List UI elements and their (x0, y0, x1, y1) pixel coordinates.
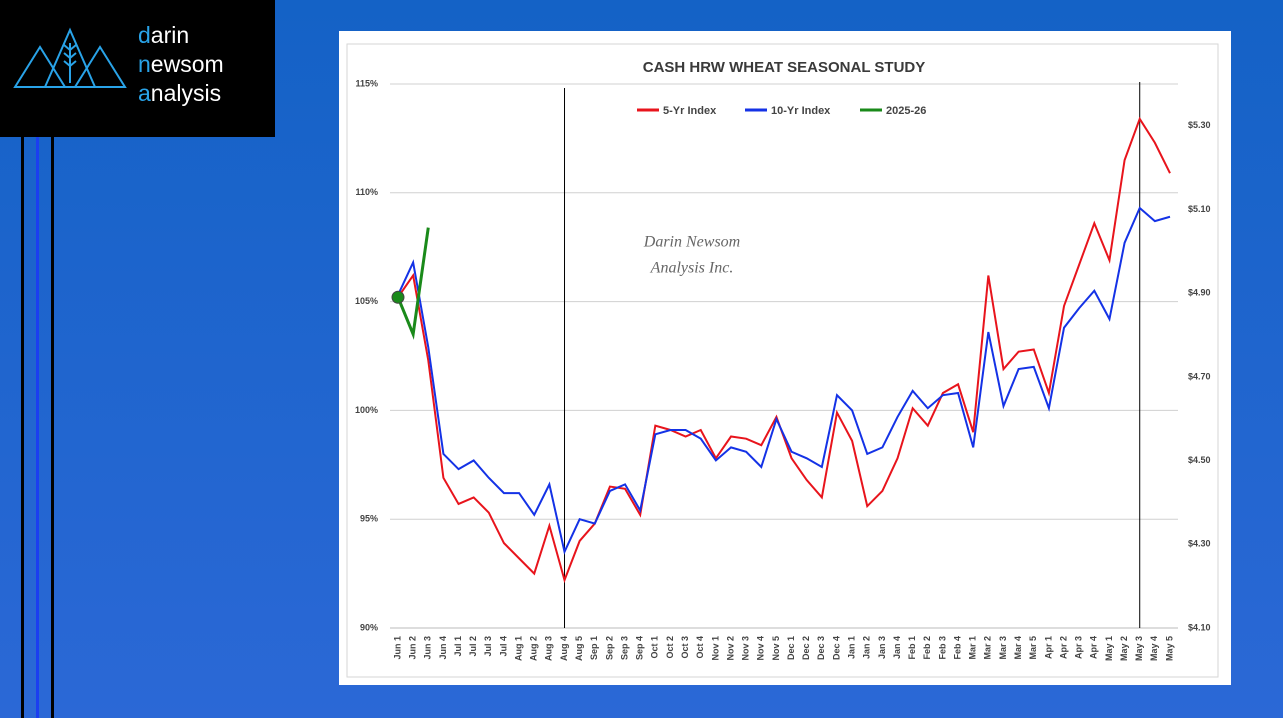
y-tick-label: 90% (360, 622, 378, 632)
y2-tick-label: $5.10 (1188, 204, 1211, 214)
y-tick-label: 100% (355, 405, 378, 415)
logo-icon (13, 27, 127, 88)
x-tick-label: Feb 2 (922, 636, 932, 660)
x-tick-label: Jun 2 (408, 636, 418, 660)
x-tick-label: Jan 4 (892, 636, 902, 659)
x-tick-label: May 2 (1119, 636, 1129, 661)
y-tick-label: 105% (355, 296, 378, 306)
x-tick-label: Apr 2 (1058, 636, 1068, 659)
x-tick-label: May 4 (1149, 636, 1159, 661)
series-line (396, 227, 430, 340)
x-tick-label: Mar 1 (968, 636, 978, 660)
x-tick-label: Sep 2 (604, 636, 614, 660)
x-tick-label: Nov 2 (725, 636, 735, 661)
x-tick-label: Mar 2 (983, 636, 993, 660)
x-tick-label: Aug 2 (529, 636, 539, 661)
x-tick-label: Jan 3 (877, 636, 887, 659)
chart-background (339, 31, 1231, 685)
x-tick-label: May 3 (1134, 636, 1144, 661)
y2-tick-label: $4.10 (1188, 622, 1211, 632)
y2-tick-label: $5.30 (1188, 120, 1211, 130)
point-marker (391, 290, 405, 304)
y-tick-label: 95% (360, 514, 378, 524)
y2-tick-label: $4.90 (1188, 288, 1211, 298)
logo-word: newsom (138, 51, 224, 77)
x-tick-label: Oct 1 (650, 636, 660, 659)
x-tick-label: Nov 5 (771, 636, 781, 661)
x-tick-label: Mar 5 (1028, 636, 1038, 660)
legend-label: 5-Yr Index (663, 105, 717, 117)
x-tick-label: Jul 4 (498, 636, 508, 657)
logo: darin newsom analysis (0, 0, 275, 137)
logo-word: darin (138, 22, 190, 48)
x-tick-label: Oct 4 (695, 636, 705, 659)
x-tick-label: Dec 2 (801, 636, 811, 660)
x-tick-label: Nov 3 (741, 636, 751, 661)
y2-tick-label: $4.70 (1188, 371, 1211, 381)
x-tick-label: Feb 3 (937, 636, 947, 660)
series-line (397, 206, 1171, 555)
x-tick-label: Aug 3 (544, 636, 554, 661)
x-tick-label: Oct 3 (680, 636, 690, 659)
x-tick-label: Apr 1 (1043, 636, 1053, 659)
x-tick-label: Sep 3 (619, 636, 629, 660)
x-tick-label: Dec 4 (831, 636, 841, 660)
y-tick-label: 110% (355, 187, 378, 197)
x-tick-label: Sep 1 (589, 636, 599, 660)
x-tick-label: Dec 1 (786, 636, 796, 660)
x-tick-label: Oct 2 (665, 636, 675, 659)
x-tick-label: Aug 5 (574, 636, 584, 661)
x-tick-label: May 5 (1164, 636, 1174, 661)
x-tick-label: Mar 4 (1013, 636, 1023, 660)
x-tick-label: Dec 3 (816, 636, 826, 660)
x-tick-label: Apr 4 (1089, 636, 1099, 659)
x-tick-label: Jul 2 (468, 636, 478, 657)
x-tick-label: Jun 1 (392, 636, 402, 660)
x-tick-label: Feb 1 (907, 636, 917, 660)
watermark: Darin Newsom (643, 234, 740, 251)
x-tick-label: Sep 4 (635, 636, 645, 660)
x-tick-label: Mar 3 (998, 636, 1008, 660)
decor-line (21, 137, 24, 718)
x-tick-label: Feb 4 (952, 636, 962, 660)
x-tick-label: Jul 3 (483, 636, 493, 657)
legend-label: 2025-26 (886, 105, 926, 117)
x-tick-label: Jun 3 (423, 636, 433, 660)
x-tick-label: May 1 (1104, 636, 1114, 661)
x-tick-label: Nov 4 (756, 636, 766, 661)
watermark: Analysis Inc. (650, 260, 734, 277)
y-tick-label: 115% (355, 78, 378, 88)
x-tick-label: Jan 1 (846, 636, 856, 659)
y2-tick-label: $4.50 (1188, 455, 1211, 465)
x-tick-label: Aug 4 (559, 636, 569, 661)
x-tick-label: Jul 1 (453, 636, 463, 657)
x-tick-label: Apr 3 (1074, 636, 1084, 659)
x-tick-label: Aug 1 (513, 636, 523, 661)
legend-label: 10-Yr Index (771, 105, 831, 117)
chart-border (346, 43, 1219, 678)
x-tick-label: Jan 2 (862, 636, 872, 659)
y2-tick-label: $4.30 (1188, 539, 1211, 549)
decor-line (51, 137, 54, 718)
decor-line (36, 137, 39, 718)
chart-title: CASH HRW WHEAT SEASONAL STUDY (643, 59, 926, 76)
x-tick-label: Jun 4 (438, 636, 448, 660)
x-tick-label: Nov 1 (710, 636, 720, 661)
logo-word: analysis (138, 80, 222, 106)
